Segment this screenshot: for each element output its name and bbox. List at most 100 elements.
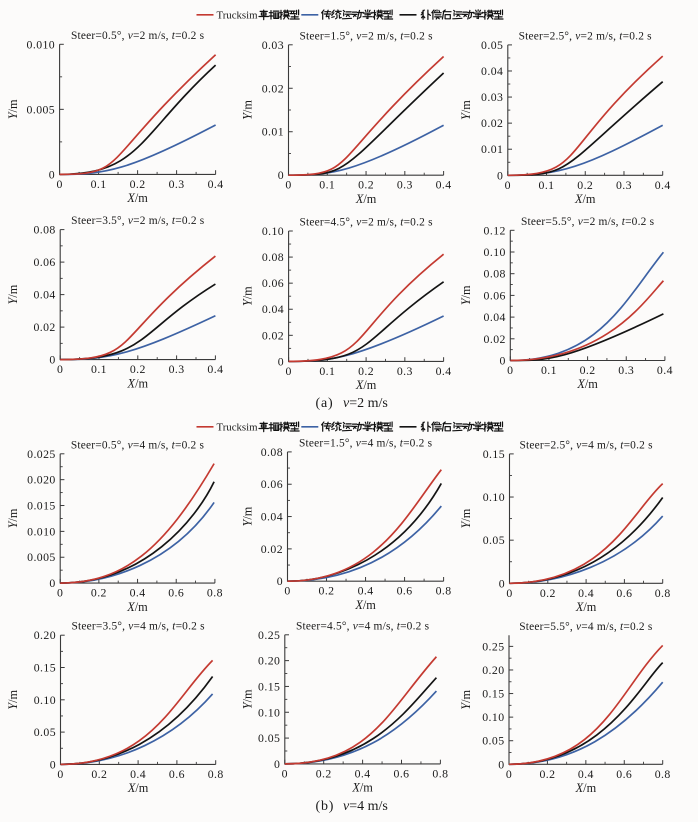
svg-text:Steer=4.5°, v=4 m/s, t=0.2 s: Steer=4.5°, v=4 m/s, t=0.2 s xyxy=(296,620,430,632)
svg-text:Steer=3.5°, v=4 m/s, t=0.2 s: Steer=3.5°, v=4 m/s, t=0.2 s xyxy=(71,621,205,633)
svg-text:0: 0 xyxy=(498,757,504,771)
svg-text:0.04: 0.04 xyxy=(262,302,284,316)
svg-text:0.4: 0.4 xyxy=(355,766,371,780)
svg-text:0: 0 xyxy=(499,576,505,590)
svg-text:Y/m: Y/m xyxy=(459,689,473,709)
svg-text:0.15: 0.15 xyxy=(258,679,280,693)
svg-text:0.3: 0.3 xyxy=(618,363,634,377)
svg-text:0.8: 0.8 xyxy=(432,766,448,780)
svg-text:v=2 m/s: v=2 m/s xyxy=(343,396,388,411)
svg-text:0.02: 0.02 xyxy=(481,116,503,130)
svg-text:0.4: 0.4 xyxy=(655,178,671,192)
svg-text:Y/m: Y/m xyxy=(241,506,255,526)
svg-text:0: 0 xyxy=(56,177,62,191)
svg-text:0: 0 xyxy=(278,354,284,368)
svg-text:0.20: 0.20 xyxy=(482,663,504,677)
svg-text:0.1: 0.1 xyxy=(541,363,557,377)
svg-text:Y/m: Y/m xyxy=(459,508,473,528)
svg-text:0.10: 0.10 xyxy=(258,705,280,719)
svg-text:0: 0 xyxy=(506,767,512,781)
svg-text:0.6: 0.6 xyxy=(616,586,632,600)
svg-text:X/m: X/m xyxy=(354,598,376,612)
svg-text:0.03: 0.03 xyxy=(262,38,284,52)
svg-text:X/m: X/m xyxy=(574,192,596,206)
svg-text:Steer=5.5°, v=2 m/s, t=0.2 s: Steer=5.5°, v=2 m/s, t=0.2 s xyxy=(521,216,655,228)
svg-text:0.010: 0.010 xyxy=(27,524,56,538)
svg-text:0.05: 0.05 xyxy=(481,38,503,52)
svg-text:0.2: 0.2 xyxy=(577,178,593,192)
svg-text:0.2: 0.2 xyxy=(580,363,596,377)
svg-text:0.06: 0.06 xyxy=(33,255,55,269)
svg-text:Y/m: Y/m xyxy=(459,285,473,305)
svg-text:Steer=0.5°, v=4 m/s, t=0.2 s: Steer=0.5°, v=4 m/s, t=0.2 s xyxy=(71,439,205,451)
svg-text:0.20: 0.20 xyxy=(34,628,56,642)
svg-text:0: 0 xyxy=(57,362,63,376)
svg-text:(a): (a) xyxy=(316,396,334,411)
svg-text:Steer=5.5°, v=4 m/s, t=0.2 s: Steer=5.5°, v=4 m/s, t=0.2 s xyxy=(519,621,653,633)
svg-text:Trucksim: Trucksim xyxy=(217,421,259,433)
svg-text:0: 0 xyxy=(277,574,283,588)
svg-text:0.2: 0.2 xyxy=(91,586,107,600)
svg-text:0.4: 0.4 xyxy=(578,586,594,600)
svg-text:0.4: 0.4 xyxy=(578,767,594,781)
svg-text:0.1: 0.1 xyxy=(319,178,335,192)
svg-text:0.2: 0.2 xyxy=(539,767,555,781)
svg-text:0.08: 0.08 xyxy=(261,445,283,459)
svg-text:Steer=2.5°, v=4 m/s, t=0.2 s: Steer=2.5°, v=4 m/s, t=0.2 s xyxy=(519,439,653,451)
svg-text:Y/m: Y/m xyxy=(241,689,255,709)
svg-text:0: 0 xyxy=(497,168,503,182)
svg-text:0.8: 0.8 xyxy=(655,767,671,781)
svg-text:0.08: 0.08 xyxy=(484,267,506,281)
svg-text:0.10: 0.10 xyxy=(482,710,504,724)
svg-text:0.2: 0.2 xyxy=(91,767,107,781)
svg-text:0: 0 xyxy=(285,364,291,378)
svg-text:0.4: 0.4 xyxy=(208,177,224,191)
svg-text:X/m: X/m xyxy=(355,192,377,206)
svg-text:0.8: 0.8 xyxy=(207,586,223,600)
svg-text:Y/m: Y/m xyxy=(6,284,20,304)
svg-text:0.4: 0.4 xyxy=(436,364,452,378)
svg-text:0.04: 0.04 xyxy=(33,288,55,302)
svg-text:0.25: 0.25 xyxy=(258,628,280,642)
svg-text:0.02: 0.02 xyxy=(261,542,283,556)
svg-text:0.3: 0.3 xyxy=(397,178,413,192)
svg-text:Y/m: Y/m xyxy=(459,100,473,120)
svg-text:0.10: 0.10 xyxy=(262,224,284,238)
svg-text:0.020: 0.020 xyxy=(27,473,56,487)
svg-text:0.03: 0.03 xyxy=(481,90,503,104)
svg-text:0.15: 0.15 xyxy=(482,687,504,701)
svg-text:(b): (b) xyxy=(316,799,335,814)
svg-text:0: 0 xyxy=(49,167,55,181)
svg-text:Trucksim: Trucksim xyxy=(217,9,259,21)
svg-text:0.08: 0.08 xyxy=(33,223,55,237)
svg-text:0.05: 0.05 xyxy=(258,731,280,745)
svg-text:0: 0 xyxy=(49,353,55,367)
svg-text:X/m: X/m xyxy=(126,600,148,614)
svg-text:X/m: X/m xyxy=(351,781,373,795)
svg-text:0: 0 xyxy=(284,584,290,598)
svg-text:0.005: 0.005 xyxy=(27,102,56,116)
svg-text:X/m: X/m xyxy=(575,781,597,795)
svg-text:0.6: 0.6 xyxy=(397,584,413,598)
svg-text:0.01: 0.01 xyxy=(481,142,503,156)
svg-text:0.3: 0.3 xyxy=(397,364,413,378)
svg-text:Steer=4.5°, v=2 m/s, t=0.2 s: Steer=4.5°, v=2 m/s, t=0.2 s xyxy=(299,217,433,229)
svg-text:0: 0 xyxy=(49,576,55,590)
svg-text:0.4: 0.4 xyxy=(130,586,146,600)
svg-text:0: 0 xyxy=(50,757,56,771)
svg-text:0.10: 0.10 xyxy=(484,245,506,259)
svg-text:X/m: X/m xyxy=(576,377,598,391)
svg-text:X/m: X/m xyxy=(127,376,149,390)
svg-text:0.05: 0.05 xyxy=(482,734,504,748)
svg-text:0.6: 0.6 xyxy=(394,766,410,780)
svg-text:0.2: 0.2 xyxy=(130,362,146,376)
svg-text:0.6: 0.6 xyxy=(616,767,632,781)
svg-text:0.02: 0.02 xyxy=(262,81,284,95)
svg-text:0.01: 0.01 xyxy=(262,125,284,139)
svg-text:0.04: 0.04 xyxy=(481,64,503,78)
svg-text:0.8: 0.8 xyxy=(208,767,224,781)
svg-text:0.05: 0.05 xyxy=(34,725,56,739)
svg-text:0.015: 0.015 xyxy=(27,499,56,513)
svg-text:X/m: X/m xyxy=(355,378,377,392)
svg-text:Y/m: Y/m xyxy=(6,99,20,119)
